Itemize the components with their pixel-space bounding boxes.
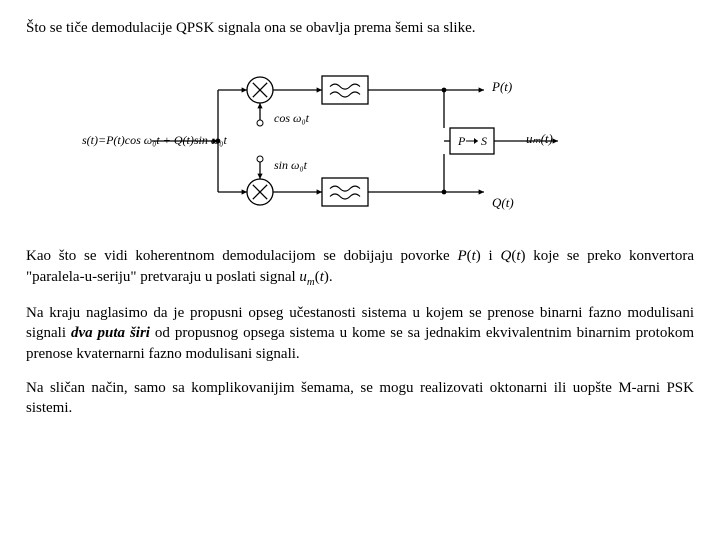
p3-bold: dva puta širi	[71, 325, 150, 341]
svg-text:P: P	[457, 134, 466, 148]
p2-um: u	[299, 269, 307, 285]
p2-P: P	[457, 248, 466, 264]
svg-text:S: S	[481, 134, 487, 148]
paragraph-4: Na sličan način, samo sa komplikovanijim…	[26, 378, 694, 419]
p2-c: ) i	[476, 248, 501, 264]
p2-g: ).	[324, 269, 333, 285]
cos-label: cos ω₀t	[274, 110, 309, 126]
q-output-label: Q(t)	[492, 194, 514, 212]
input-signal-label: s(t)=P(t)cos ω₀t + Q(t)sin ω₀t	[82, 132, 227, 148]
p-output-label: P(t)	[492, 78, 512, 96]
p2-m: m	[307, 276, 315, 288]
p2-text-a: Kao što se vidi koherentnom demodulacijo…	[26, 248, 457, 264]
um-output-label: uₘ(t)	[526, 130, 553, 148]
p2-Q: Q	[500, 248, 511, 264]
paragraph-2: Kao što se vidi koherentnom demodulacijo…	[26, 246, 694, 289]
sin-label: sin ω₀t	[274, 157, 307, 173]
qpsk-demod-diagram: PS s(t)=P(t)cos ω₀t + Q(t)sin ω₀t cos ω₀…	[140, 52, 580, 232]
paragraph-1: Što se tiče demodulacije QPSK signala on…	[26, 18, 694, 38]
paragraph-3: Na kraju naglasimo da je propusni opseg …	[26, 303, 694, 364]
